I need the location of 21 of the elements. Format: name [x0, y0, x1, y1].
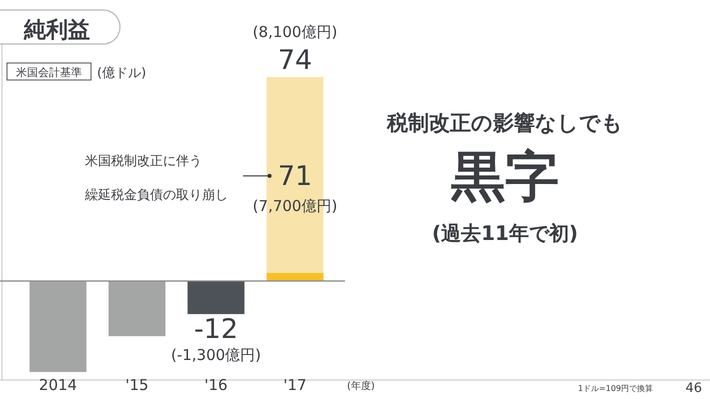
text: 46: [685, 381, 702, 396]
chart-title: 純利益: [23, 18, 90, 43]
data-label: -12: [194, 314, 238, 346]
annotation: 米国税制改正に伴う: [85, 154, 202, 169]
annotation: 米国会計基準: [16, 66, 82, 79]
text: 税制改正の影響なしでも: [386, 111, 623, 135]
x-tick-label: '15: [125, 376, 149, 394]
x-axis-title: (年度): [347, 380, 375, 392]
x-tick-label: 2014: [38, 376, 78, 394]
annotation: 繰延税金負債の取り崩し: [84, 188, 228, 203]
data-label: 71: [278, 160, 312, 192]
annotation: (-1,300億円): [170, 346, 262, 364]
annotation: (8,100億円): [252, 23, 338, 41]
y-axis-title: (億ドル): [97, 66, 146, 81]
text: 黒字: [450, 145, 559, 208]
text: (過去11年で初): [432, 221, 578, 245]
x-tick-label: '16: [204, 376, 228, 394]
x-tick-label: '17: [283, 376, 307, 394]
annotation: (7,700億円): [252, 196, 338, 215]
total-label: 74: [278, 45, 312, 76]
text: 1ドル=109円で換算: [578, 384, 653, 393]
